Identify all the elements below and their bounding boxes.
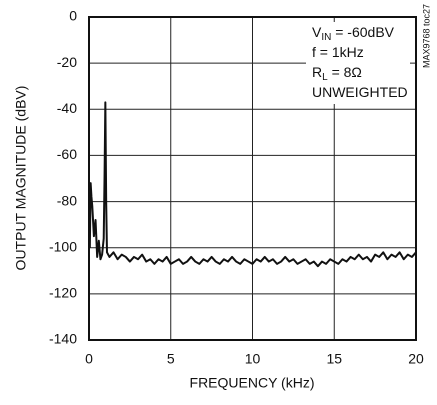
annotation-text: UNWEIGHTED: [312, 84, 408, 100]
x-tick-label: 15: [326, 351, 342, 367]
y-tick-label: 0: [69, 8, 77, 24]
x-axis-label: FREQUENCY (kHz): [190, 375, 315, 391]
x-tick-label: 20: [408, 351, 424, 367]
y-axis-label: OUTPUT MAGNITUDE (dBV): [13, 86, 29, 271]
y-tick-label: -120: [49, 285, 77, 301]
x-tick-label: 5: [167, 351, 175, 367]
y-tick-label: -60: [57, 146, 77, 162]
plot-frame: [88, 16, 417, 341]
annotation-text: R: [312, 64, 322, 80]
side-note: MAX9768 toc27: [421, 4, 431, 68]
annotation: UNWEIGHTED: [312, 84, 408, 100]
x-tick-label: 0: [85, 351, 93, 367]
annotation-text: = 8Ω: [328, 64, 362, 80]
annotation-subscript: L: [322, 72, 328, 83]
y-tick-label: -140: [49, 331, 77, 347]
annotation-background: [306, 22, 410, 104]
spectrum-line: [88, 101, 417, 268]
annotation-text: f = 1kHz: [312, 44, 364, 60]
y-tick-label: -20: [57, 54, 77, 70]
annotation: VIN = -60dBV: [312, 24, 395, 43]
annotation-text: = -60dBV: [331, 24, 394, 40]
annotation-text: V: [312, 24, 322, 40]
y-tick-label: -40: [57, 100, 77, 116]
annotation-subscript: IN: [321, 32, 331, 43]
y-tick-label: -100: [49, 238, 77, 254]
annotation: RL = 8Ω: [312, 64, 362, 83]
x-tick-label: 10: [245, 351, 261, 367]
annotation: f = 1kHz: [312, 44, 364, 60]
y-tick-label: -80: [57, 192, 77, 208]
